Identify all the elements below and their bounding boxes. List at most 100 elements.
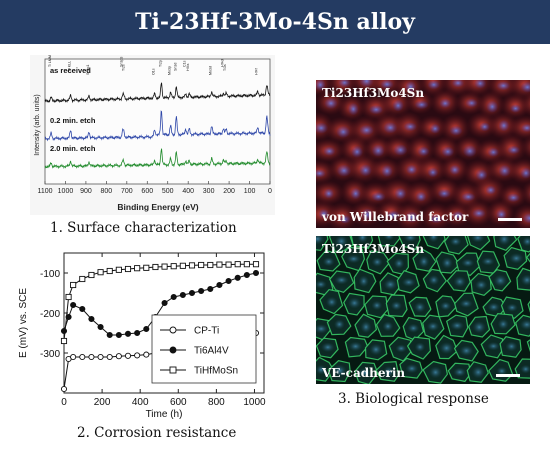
legend-marker: [169, 326, 177, 334]
vwf-nucleus: [441, 146, 454, 157]
corrosion-point-TiHfMoSn: [225, 261, 232, 268]
xps-trace-0: [44, 82, 271, 104]
vwf-nucleus: [486, 100, 498, 113]
corrosion-point-CP-Ti: [97, 353, 104, 361]
vwf-nucleus: [438, 188, 451, 198]
vecad-nucleus: [357, 236, 368, 243]
vwf-nucleus: [381, 165, 393, 177]
xps-peak-label: Ti2s: [121, 64, 125, 71]
legend-marker: [169, 366, 177, 374]
vwf-nucleus: [380, 80, 394, 89]
vecad-cell: [527, 300, 530, 313]
vecad-nucleus: [496, 366, 508, 376]
xps-xtick-label: 500: [162, 188, 174, 195]
corrosion-xtick-label: 1000: [243, 397, 266, 408]
vecad-micrograph: Ti23Hf3Mo4Sn VE-cadherin: [316, 236, 530, 384]
vwf-cell: [521, 90, 530, 117]
vecad-nucleus: [358, 367, 372, 378]
corrosion-point-TiHfMoSn: [198, 261, 205, 269]
vwf-nucleus: [485, 185, 496, 195]
vwf-nucleus: [449, 125, 463, 136]
vecad-nucleus: [334, 275, 349, 285]
vecad-nucleus: [382, 321, 394, 332]
vwf-nucleus: [496, 209, 507, 220]
vwf-nucleus: [338, 80, 351, 88]
vecad-nucleus: [429, 366, 442, 379]
xps-trace-label: as received: [50, 66, 91, 75]
vecad-nucleus: [428, 275, 440, 286]
xps-trace-label: 0.2 min. etch: [50, 116, 96, 125]
vecad-nucleus: [453, 276, 467, 288]
vecad-scale-bar: [496, 374, 520, 377]
vwf-nucleus: [403, 122, 417, 132]
corrosion-point-TiHfMoSn: [252, 261, 260, 268]
xps-peak-label: Sn3p1: [86, 65, 90, 75]
vwf-nucleus: [417, 146, 430, 157]
vecad-nucleus: [369, 343, 383, 356]
xps-xtick-label: 1100: [37, 188, 52, 195]
vwf-nucleus: [405, 211, 419, 223]
xps-peak-label: C1s: [183, 60, 187, 67]
vwf-nucleus: [427, 167, 439, 178]
corrosion-point-TiHfMoSn: [124, 265, 132, 273]
vecad-nucleus: [395, 344, 407, 353]
xps-ylabel: Intensity (arb. units): [34, 94, 41, 155]
vwf-nucleus: [510, 104, 521, 113]
corrosion-point-TiHfMoSn: [143, 264, 150, 271]
xps-peak-label: Ti LMM: [48, 55, 52, 67]
title-banner: Ti-23Hf-3Mo-4Sn alloy: [0, 0, 550, 44]
xps-trace-1: [44, 110, 271, 142]
corrosion-legend: CP-Ti Ti6Al4V TiHfMoSn: [151, 314, 257, 384]
corrosion-ytick-label: -300: [40, 349, 60, 360]
corrosion-point-Ti6Al4V: [170, 293, 177, 301]
vecad-cell: [422, 236, 446, 250]
vwf-cell: [521, 180, 530, 206]
corrosion-point-TiHfMoSn: [134, 265, 141, 272]
xps-peak-label: O1s: [152, 68, 156, 75]
vwf-nucleus: [520, 167, 530, 179]
vwf-nucleus: [393, 144, 407, 156]
vwf-nucleus: [461, 192, 476, 202]
corrosion-point-CP-Ti: [115, 353, 122, 360]
vwf-scale-bar: [498, 218, 522, 221]
vwf-nucleus: [463, 145, 477, 157]
vecad-nucleus: [522, 236, 530, 247]
xps-peak-label: Ti2p: [158, 60, 162, 67]
vwf-nucleus: [529, 191, 530, 198]
corrosion-point-TiHfMoSn: [179, 262, 186, 269]
corrosion-point-Ti6Al4V: [70, 301, 77, 309]
vwf-nucleus: [348, 103, 359, 116]
corrosion-ytick-label: -100: [40, 269, 60, 280]
vwf-nucleus: [359, 125, 374, 136]
figure-title: Ti-23Hf-3Mo-4Sn alloy: [135, 9, 415, 35]
corrosion-point-CP-Ti: [134, 352, 141, 359]
vwf-nucleus: [472, 208, 486, 218]
vecad-nucleus: [521, 274, 530, 286]
vecad-cell: [526, 252, 530, 263]
corrosion-point-TiHfMoSn: [234, 261, 241, 268]
xps-spectrum-chart: Intensity (arb. units) Binding Energy (e…: [30, 55, 275, 215]
corrosion-point-CP-Ti: [70, 353, 77, 361]
vecad-nucleus: [487, 302, 500, 312]
corrosion-point-Ti6Al4V: [225, 277, 232, 285]
vecad-cell: [377, 236, 402, 247]
corrosion-point-Ti6Al4V: [207, 285, 214, 293]
corrosion-xtick-label: 800: [208, 397, 225, 408]
vwf-nucleus: [521, 123, 530, 133]
vwf-nucleus: [323, 146, 336, 156]
vwf-nucleus: [449, 165, 461, 175]
vwf-nucleus: [439, 98, 451, 108]
corrosion-chart: E (mV) vs. SCE Time (h) 0 200 400 600 800 100…: [18, 252, 266, 420]
xps-trace-label: 2.0 min. etch: [50, 144, 96, 153]
vwf-nucleus: [405, 81, 416, 93]
corrosion-point-TiHfMoSn: [170, 263, 177, 270]
vecad-nucleus: [453, 367, 467, 377]
corrosion-point-TiHfMoSn: [243, 261, 250, 268]
corrosion-xtick-label: 600: [170, 397, 187, 408]
corrosion-point-Ti6Al4V: [198, 287, 205, 295]
vecad-nucleus: [316, 280, 327, 289]
vecad-nucleus: [439, 342, 454, 354]
corrosion-point-Ti6Al4V: [106, 331, 113, 339]
corrosion-point-Ti6Al4V: [65, 313, 72, 321]
vwf-nucleus: [474, 80, 487, 89]
